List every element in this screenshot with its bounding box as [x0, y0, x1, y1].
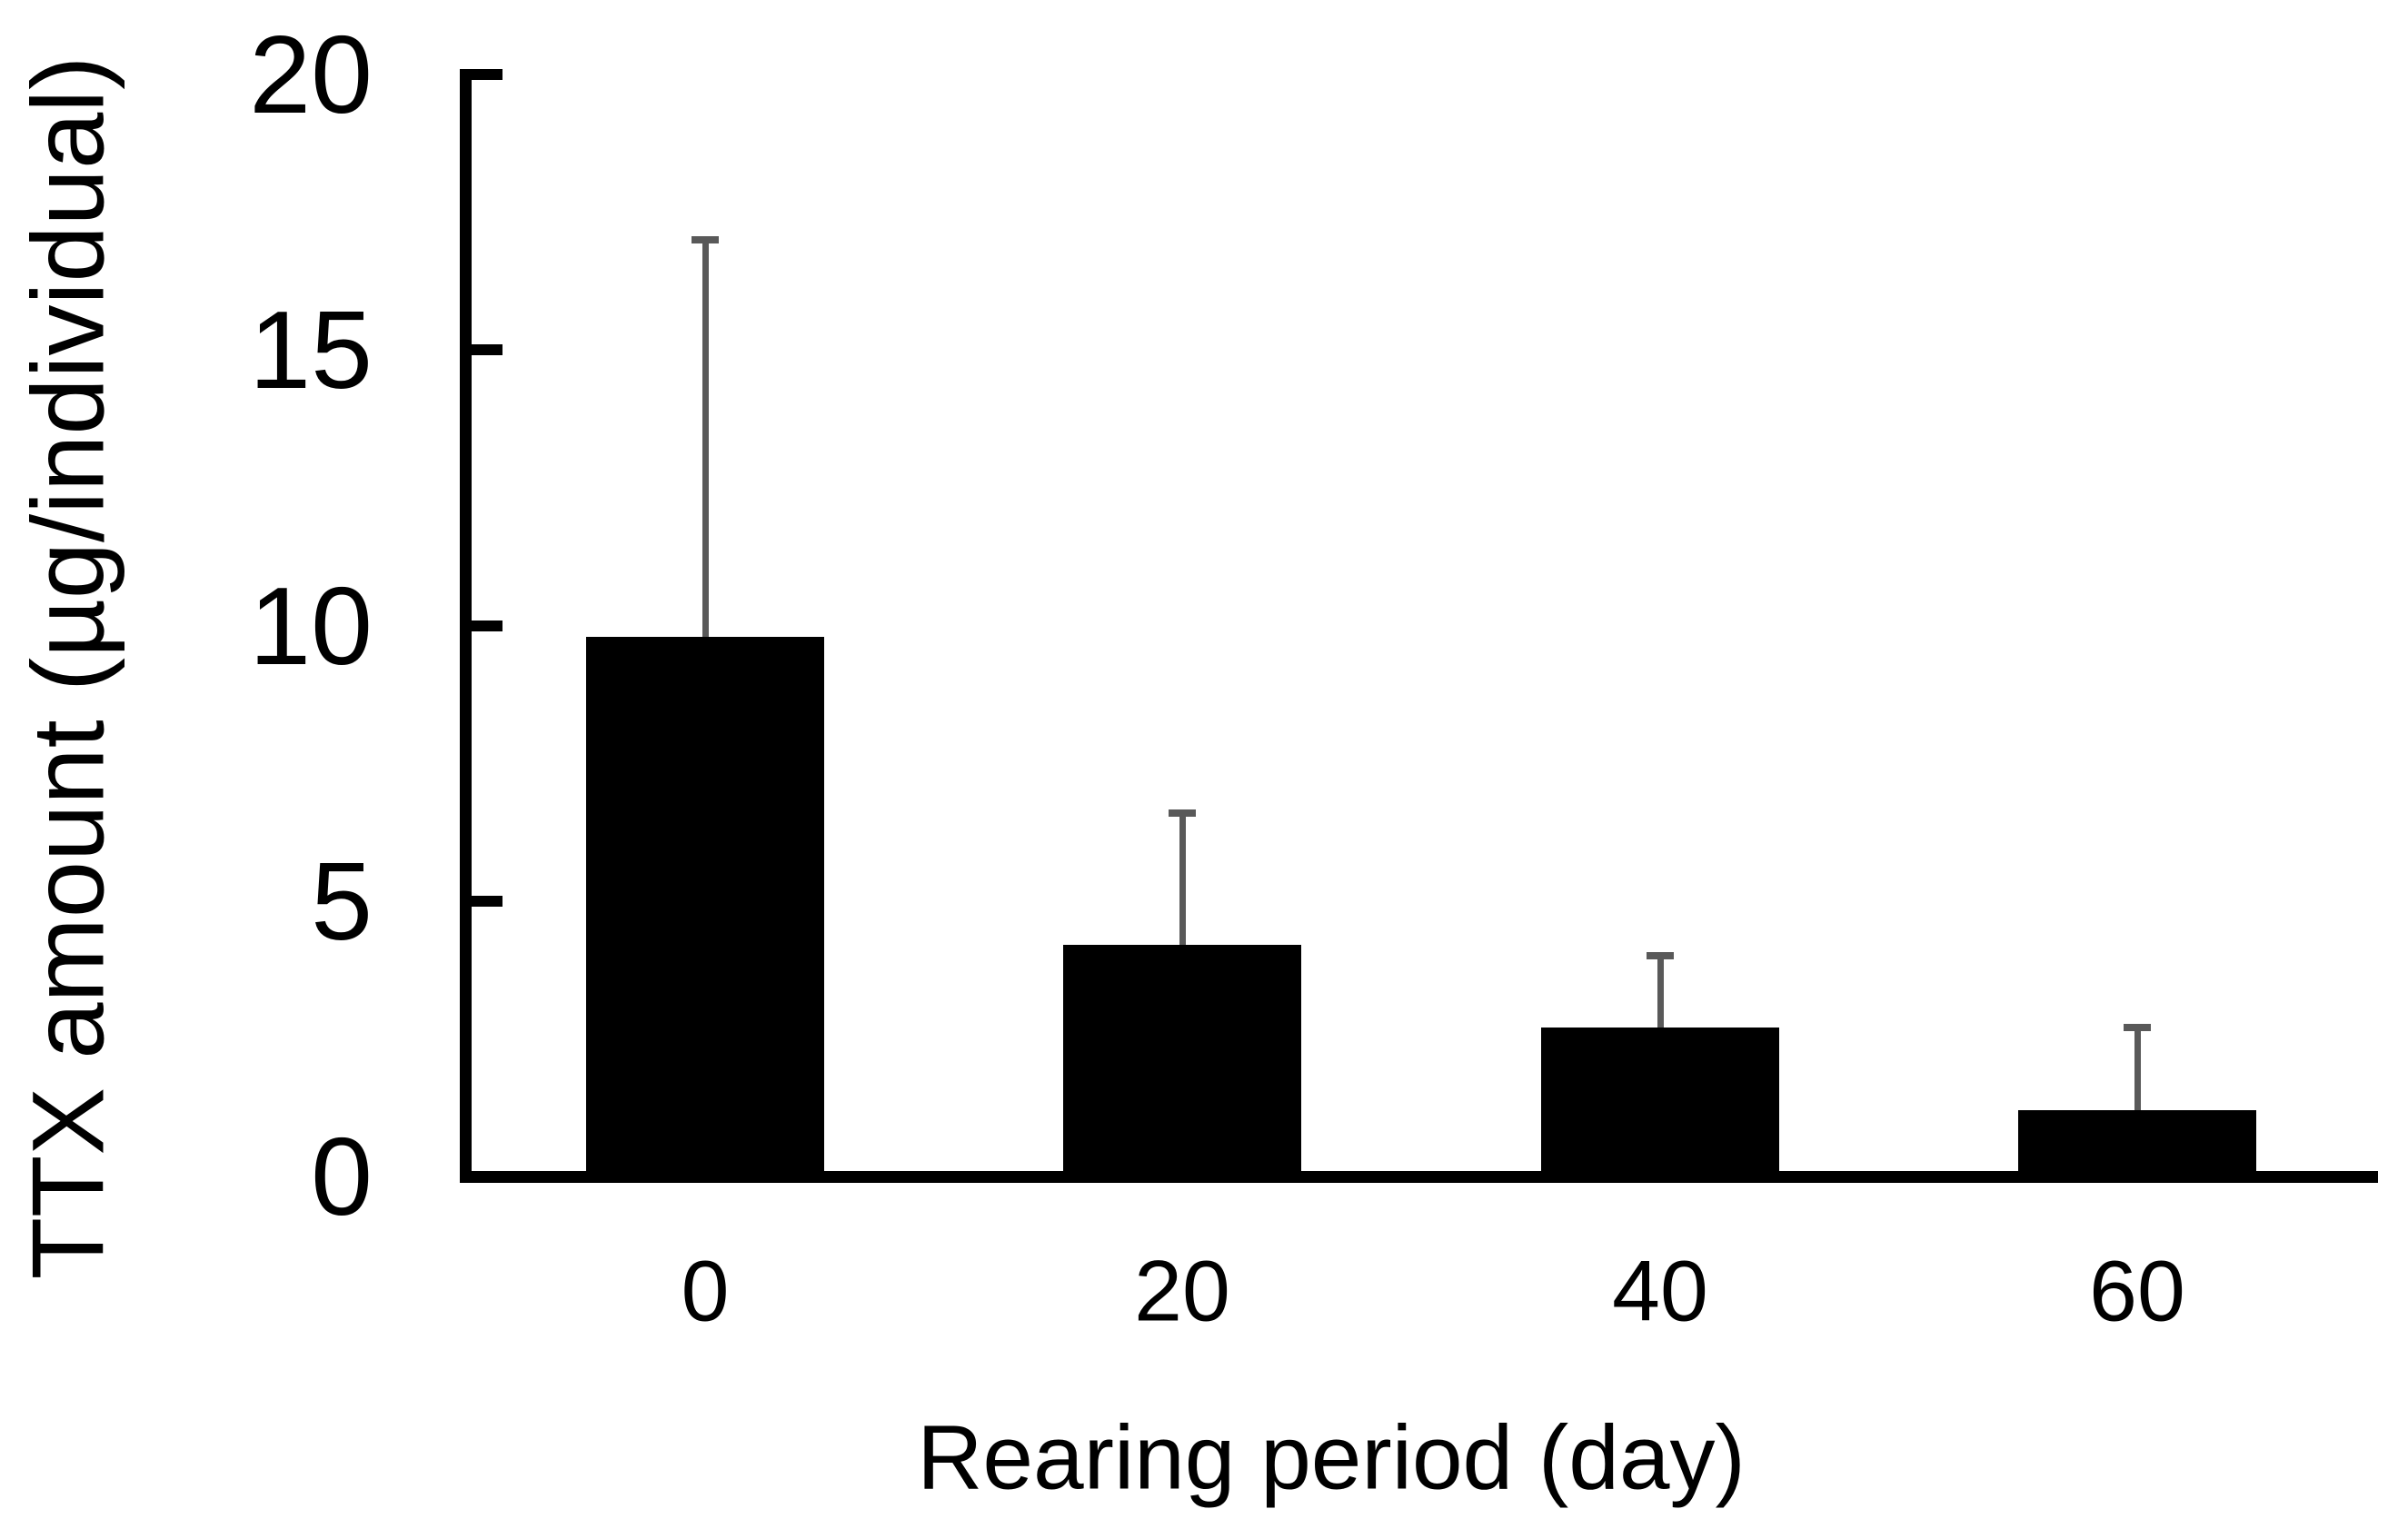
error-bar-cap: [692, 235, 719, 243]
y-tick-mark: [460, 895, 502, 907]
bar: [586, 636, 824, 1171]
x-tick-label: 60: [2089, 1243, 2185, 1340]
error-bar-cap: [1647, 952, 1674, 960]
bar: [1541, 1028, 1779, 1171]
x-axis-line: [460, 1171, 2378, 1183]
y-tick-label: 5: [311, 839, 373, 963]
y-tick-label: 10: [249, 563, 373, 688]
error-bar-line: [1657, 956, 1664, 1028]
y-tick-label: 0: [311, 1115, 373, 1238]
y-tick-label: 20: [249, 13, 373, 136]
error-bar-cap: [2124, 1024, 2151, 1032]
x-axis-title: Rearing period (day): [917, 1406, 1746, 1509]
y-tick-mark: [460, 344, 502, 356]
x-tick-label: 40: [1612, 1243, 1708, 1340]
bar: [2018, 1110, 2256, 1171]
bar: [1063, 945, 1301, 1171]
error-bar-line: [702, 239, 709, 637]
y-tick-mark: [460, 69, 502, 80]
x-tick-label: 0: [681, 1243, 730, 1340]
x-tick-label: 20: [1134, 1243, 1230, 1340]
y-tick-mark: [460, 620, 502, 631]
y-tick-label: 15: [249, 288, 373, 412]
error-bar-line: [1179, 812, 1186, 946]
error-bar-cap: [1169, 809, 1196, 817]
error-bar-line: [2134, 1028, 2141, 1111]
